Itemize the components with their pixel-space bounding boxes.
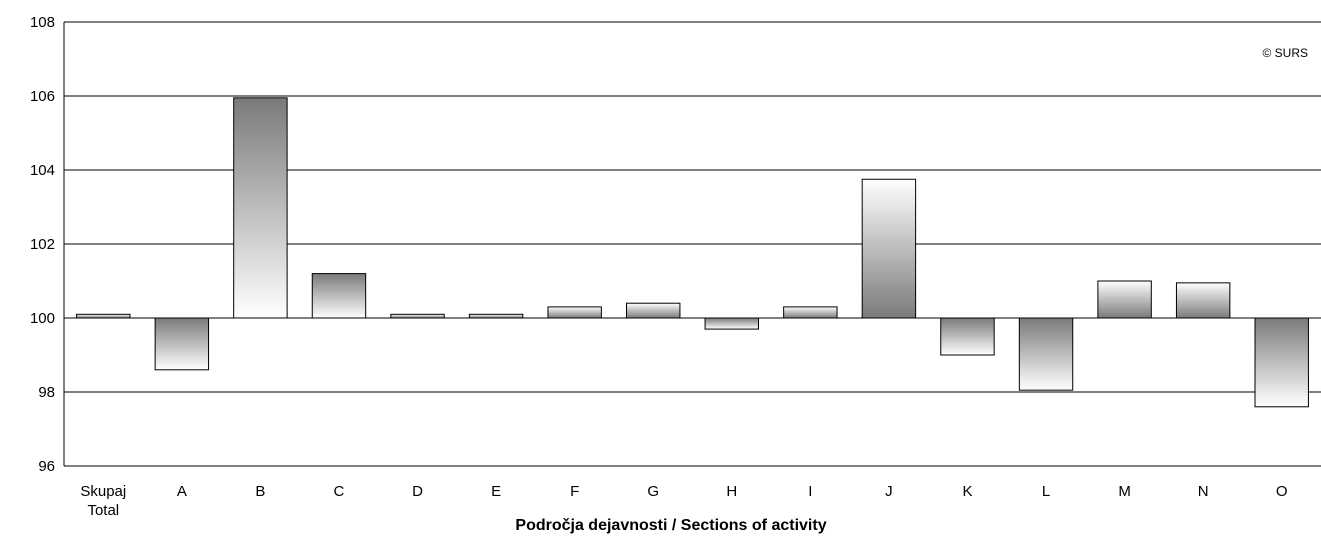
x-tick-label: L	[1042, 483, 1050, 500]
x-tick-label: G	[647, 483, 659, 500]
x-tick-label: B	[255, 483, 265, 500]
y-tick-label: 98	[38, 384, 55, 401]
x-tick-label: M	[1118, 483, 1131, 500]
bar	[783, 306, 838, 319]
x-axis-title: Področja dejavnosti / Sections of activi…	[515, 517, 826, 534]
bar	[1097, 280, 1152, 319]
x-tick-label: E	[491, 483, 501, 500]
x-tick-label: N	[1198, 483, 1209, 500]
copyright-note: © SURS	[1262, 46, 1308, 60]
x-tick-label: H	[726, 483, 737, 500]
bar	[311, 273, 367, 319]
x-tick-label: Total	[87, 502, 119, 519]
y-tick-label: 102	[30, 236, 55, 253]
x-tick-label: K	[962, 483, 972, 500]
x-tick-label: C	[334, 483, 345, 500]
bar	[76, 313, 131, 319]
y-tick-label: 100	[30, 310, 55, 327]
x-tick-label: A	[177, 483, 187, 500]
y-tick-label: 108	[30, 14, 55, 31]
axes	[63, 22, 1321, 467]
y-tick-labels: 96 98 100 102 104 106 108	[30, 14, 55, 475]
x-tick-label: J	[885, 483, 893, 500]
bar	[547, 306, 602, 319]
bar	[704, 317, 759, 330]
x-tick-label: D	[412, 483, 423, 500]
y-tick-label: 96	[38, 458, 55, 475]
x-tick-label: F	[570, 483, 579, 500]
x-tick-label: Skupaj	[80, 483, 126, 500]
bar	[390, 313, 445, 319]
x-tick-label: I	[808, 483, 812, 500]
x-tick-label: O	[1276, 483, 1288, 500]
bar	[1018, 317, 1074, 391]
bar	[1175, 282, 1231, 319]
bar	[1254, 317, 1309, 408]
bar	[233, 97, 288, 319]
bar	[861, 178, 917, 319]
bar	[940, 317, 995, 356]
bar	[154, 317, 210, 371]
x-tick-labels: Skupaj Total A B C D E F G H I J K L M N O	[80, 483, 1287, 519]
bars	[76, 97, 1309, 408]
y-tick-label: 106	[30, 88, 55, 105]
bar	[468, 313, 524, 319]
y-tick-label: 104	[30, 162, 55, 179]
bar	[626, 302, 681, 319]
